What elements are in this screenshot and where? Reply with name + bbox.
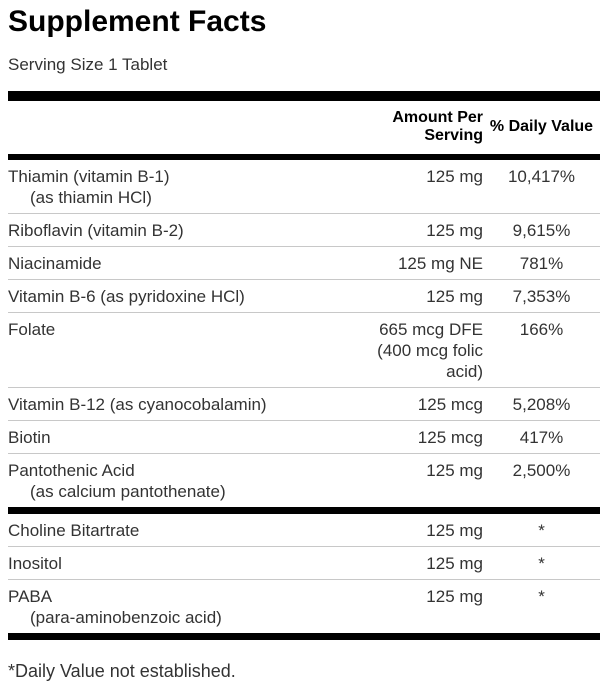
ingredient-amount: 125 mg xyxy=(426,221,483,240)
ingredient-dv: * xyxy=(538,554,545,573)
table-row: PABA (para-aminobenzoic acid) 125 mg * xyxy=(8,580,600,640)
ingredient-name: Folate xyxy=(8,320,56,339)
ingredient-amount: 125 mcg xyxy=(417,428,483,447)
ingredient-name: Biotin xyxy=(8,428,51,447)
ingredient-name: Riboflavin (vitamin B-2) xyxy=(8,221,184,240)
header-percent-daily-value: % Daily Value xyxy=(489,118,594,135)
ingredient-amount: 125 mg NE xyxy=(397,254,483,273)
ingredient-dv: 7,353% xyxy=(512,287,571,306)
ingredient-table: Thiamin (vitamin B-1) (as thiamin HCl) 1… xyxy=(8,160,600,640)
table-header-row: Amount Per Serving % Daily Value xyxy=(8,101,600,154)
ingredient-dv: 2,500% xyxy=(512,461,571,480)
ingredient-name: Choline Bitartrate xyxy=(8,521,140,540)
ingredient-dv: 417% xyxy=(519,428,564,447)
table-row: Riboflavin (vitamin B-2) 125 mg 9,615% xyxy=(8,214,600,247)
ingredient-dv: 9,615% xyxy=(512,221,571,240)
header-amount-per-serving: Amount Per Serving xyxy=(392,109,483,144)
ingredient-name: Niacinamide xyxy=(8,254,102,273)
ingredient-subname: (as calcium pantothenate) xyxy=(30,482,226,501)
panel-title: Supplement Facts xyxy=(8,5,267,38)
ingredient-amount: 125 mg xyxy=(426,554,483,573)
ingredient-amount: 125 mg xyxy=(426,287,483,306)
ingredient-dv: 166% xyxy=(519,320,564,339)
ingredient-dv: 10,417% xyxy=(507,167,576,186)
table-row: Inositol 125 mg * xyxy=(8,547,600,580)
ingredient-amount: 125 mg xyxy=(426,461,483,480)
serving-size: Serving Size 1 Tablet xyxy=(8,55,168,74)
ingredient-amount: 125 mg xyxy=(426,167,483,186)
table-row: Vitamin B-12 (as cyanocobalamin) 125 mcg… xyxy=(8,388,600,421)
ingredient-name: Inositol xyxy=(8,554,62,573)
ingredient-name: Vitamin B-12 (as cyanocobalamin) xyxy=(8,395,267,414)
ingredient-amount: 665 mcg DFE (400 mcg folic acid) xyxy=(377,320,483,381)
divider-medium-header xyxy=(8,154,600,160)
ingredient-name: Vitamin B-6 (as pyridoxine HCl) xyxy=(8,287,245,306)
table-row: Choline Bitartrate 125 mg * xyxy=(8,514,600,547)
ingredient-amount: 125 mg xyxy=(426,587,483,606)
ingredient-subname: (para-aminobenzoic acid) xyxy=(30,608,222,627)
ingredient-name: PABA xyxy=(8,587,53,606)
table-row: Vitamin B-6 (as pyridoxine HCl) 125 mg 7… xyxy=(8,280,600,313)
ingredient-amount: 125 mg xyxy=(426,521,483,540)
table-row: Biotin 125 mcg 417% xyxy=(8,421,600,454)
table-row: Thiamin (vitamin B-1) (as thiamin HCl) 1… xyxy=(8,160,600,214)
ingredient-amount: 125 mcg xyxy=(417,395,483,414)
table-row: Folate 665 mcg DFE (400 mcg folic acid) … xyxy=(8,313,600,388)
table-row: Pantothenic Acid (as calcium pantothenat… xyxy=(8,454,600,514)
ingredient-dv: * xyxy=(538,587,545,606)
ingredient-dv: 781% xyxy=(519,254,564,273)
daily-value-footnote: *Daily Value not established. xyxy=(8,661,236,681)
ingredient-name: Pantothenic Acid xyxy=(8,461,135,480)
ingredient-dv: 5,208% xyxy=(512,395,571,414)
ingredient-name: Thiamin (vitamin B-1) xyxy=(8,167,170,186)
ingredient-dv: * xyxy=(538,521,545,540)
divider-heavy-top xyxy=(8,91,600,101)
ingredient-subname: (as thiamin HCl) xyxy=(30,188,152,207)
table-row: Niacinamide 125 mg NE 781% xyxy=(8,247,600,280)
